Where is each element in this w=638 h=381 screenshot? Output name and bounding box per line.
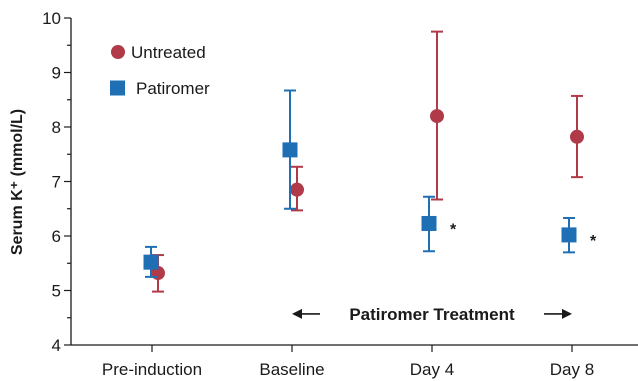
y-tick-label: 7 — [52, 173, 61, 192]
y-tick-label: 6 — [52, 227, 61, 246]
x-tick-label: Pre-induction — [102, 360, 202, 379]
data-point-circle — [570, 129, 584, 144]
legend-label-untreated: Untreated — [131, 43, 206, 62]
data-point-square — [561, 227, 577, 243]
legend-label-patiromer: Patiromer — [136, 79, 210, 98]
y-tick-label: 8 — [52, 118, 61, 137]
y-tick-label: 10 — [42, 9, 61, 28]
data-point-circle — [430, 109, 444, 124]
arrowhead-left — [292, 308, 302, 319]
plot-area: 4 5 6 7 8 9 10 Pre-induction Baseline Day 4 Day 8… — [42, 9, 638, 379]
x-tick-label: Baseline — [259, 360, 324, 379]
legend-marker-untreated — [111, 45, 125, 59]
significance-marker: * — [590, 233, 597, 250]
data-marks: ** — [143, 30, 597, 293]
y-tick-label: 4 — [52, 336, 61, 355]
series-patiromer — [143, 89, 577, 278]
legend-marker-patiromer — [110, 80, 125, 96]
data-point-square — [421, 215, 437, 231]
treatment-annotation: Patiromer Treatment — [292, 305, 572, 324]
x-axis-ticks: Pre-induction Baseline Day 4 Day 8 — [102, 345, 594, 379]
data-point-square — [282, 142, 298, 158]
y-tick-label: 9 — [52, 64, 61, 83]
annotation-label: Patiromer Treatment — [349, 305, 515, 324]
data-point-square — [143, 254, 159, 270]
series-untreated — [151, 30, 584, 293]
arrowhead-right — [562, 308, 572, 319]
x-tick-label: Day 4 — [410, 360, 454, 379]
x-tick-label: Day 8 — [550, 360, 594, 379]
legend: Untreated Patiromer — [110, 43, 210, 98]
y-axis-ticks: 4 5 6 7 8 9 10 — [42, 9, 71, 355]
significance-marker: * — [450, 221, 457, 238]
y-axis-title: Serum K⁺ (mmol/L) — [9, 109, 26, 255]
y-tick-label: 5 — [52, 282, 61, 301]
data-point-circle — [290, 182, 304, 197]
